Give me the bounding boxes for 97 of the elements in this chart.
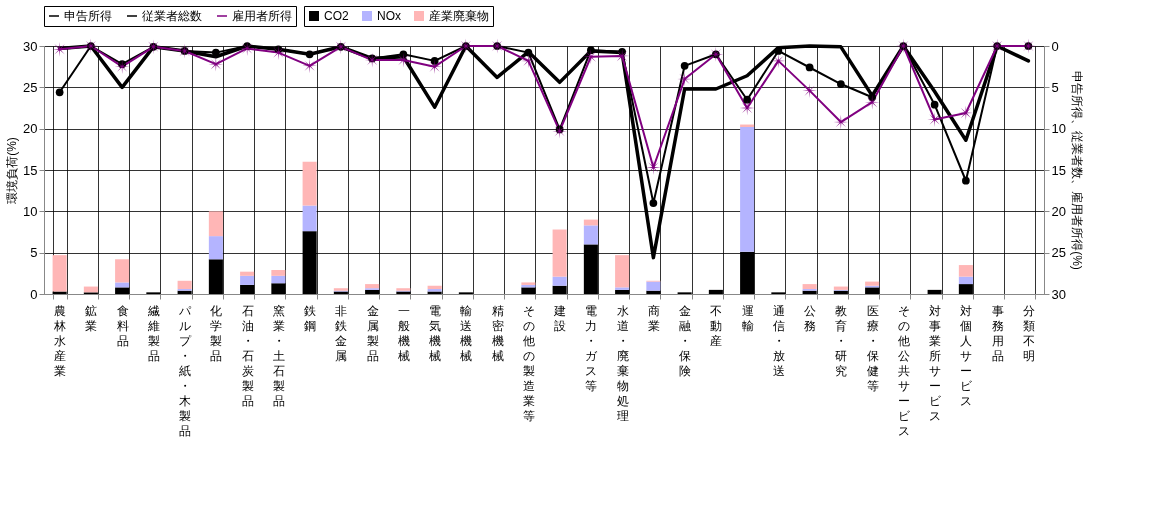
x-tick-label: 輸送機械 bbox=[460, 303, 473, 363]
point bbox=[743, 95, 751, 104]
x-tick-label: 鉄鋼 bbox=[304, 303, 317, 333]
y2-tick-label: 15 bbox=[1051, 162, 1066, 178]
point bbox=[430, 57, 439, 65]
bar bbox=[646, 281, 661, 291]
legend-label: 産業廃棄物 bbox=[429, 9, 489, 23]
bar bbox=[52, 255, 67, 292]
point bbox=[805, 63, 814, 72]
bar bbox=[115, 282, 130, 288]
x-tick-label: 不動産 bbox=[710, 303, 723, 348]
point bbox=[774, 47, 783, 55]
y-tick-label: 10 bbox=[23, 203, 38, 219]
point bbox=[399, 50, 408, 59]
y2-tick-label: 0 bbox=[1051, 38, 1059, 54]
bar bbox=[302, 205, 317, 232]
legend-label: CO2 bbox=[324, 9, 349, 23]
point bbox=[962, 176, 970, 185]
x-tick-label: 一般機械 bbox=[397, 303, 410, 363]
bar bbox=[740, 127, 755, 252]
bar bbox=[802, 284, 817, 290]
point bbox=[649, 199, 658, 207]
x-tick-label: 通信・放送 bbox=[772, 303, 785, 378]
bar bbox=[865, 281, 880, 286]
point bbox=[55, 88, 64, 97]
x-tick-label: 事務用品 bbox=[991, 303, 1004, 363]
category-label: パルプ・紙・木製品 bbox=[179, 303, 192, 438]
x-tick-label: 運輸 bbox=[741, 303, 754, 333]
y2-tick-label: 5 bbox=[1051, 79, 1059, 95]
y2-tick-label: 10 bbox=[1051, 121, 1066, 137]
x-tick-label: 対個人サービス bbox=[960, 303, 974, 408]
point bbox=[587, 46, 595, 54]
point bbox=[524, 48, 533, 57]
x-tick-label: 非鉄金属 bbox=[335, 303, 348, 363]
x-tick-label: 鉱業 bbox=[85, 303, 98, 333]
y-tick-label: 20 bbox=[23, 121, 38, 137]
bar bbox=[115, 259, 130, 283]
legend-label: 従業者総数 bbox=[142, 9, 202, 23]
x-tick-label: 医療・保健等 bbox=[866, 303, 879, 393]
bar bbox=[365, 284, 380, 289]
x-tick-label: 分類不明 bbox=[1022, 303, 1035, 363]
y2-tick-label: 20 bbox=[1051, 203, 1066, 219]
x-tick-label: 金融・保険 bbox=[679, 303, 692, 378]
legend-label: 申告所得 bbox=[64, 9, 112, 23]
x-tick-label: 繊維製品 bbox=[146, 303, 160, 363]
x-tick-label: 電力・ガス等 bbox=[585, 303, 599, 393]
x-tick-label: 農林水産業 bbox=[53, 303, 67, 378]
y-tick-label: 25 bbox=[23, 79, 38, 95]
x-tick-label: 化学製品 bbox=[210, 303, 223, 363]
bar bbox=[615, 255, 630, 288]
x-tick-label: 商業 bbox=[647, 303, 660, 333]
point bbox=[930, 100, 939, 109]
point bbox=[837, 80, 845, 88]
point bbox=[305, 50, 314, 59]
point bbox=[645, 160, 661, 175]
bar bbox=[177, 280, 192, 290]
y2-tick-label: 25 bbox=[1051, 245, 1066, 261]
bar bbox=[302, 161, 317, 206]
bar bbox=[958, 265, 973, 277]
bar bbox=[958, 276, 973, 285]
bar bbox=[240, 275, 255, 285]
x-tick-label: 窯業・土石製品 bbox=[272, 303, 285, 408]
bar bbox=[583, 225, 598, 245]
bar bbox=[271, 270, 286, 276]
x-tick-label: 石油・石炭製品 bbox=[241, 303, 254, 408]
x-tick-label: 教育・研究 bbox=[835, 303, 848, 378]
category-label: その他公共サービス bbox=[897, 303, 910, 438]
x-tick-label: 水道・廃棄物処理 bbox=[616, 303, 629, 423]
bar bbox=[208, 236, 223, 260]
point bbox=[868, 93, 876, 102]
bar bbox=[271, 275, 286, 284]
y-tick-label: 5 bbox=[30, 245, 38, 261]
x-tick-label: 建設 bbox=[553, 303, 567, 333]
x-tick-label: 食料品 bbox=[116, 303, 129, 348]
x-tick-label: 公務 bbox=[804, 303, 817, 333]
y2-axis-title: 申告所得、従業者数、雇用者所得(%) bbox=[1069, 71, 1084, 270]
bar bbox=[208, 211, 223, 237]
bar bbox=[240, 271, 255, 276]
y-tick-label: 30 bbox=[23, 38, 38, 54]
point bbox=[802, 83, 818, 99]
y2-tick-label: 30 bbox=[1051, 286, 1066, 302]
x-tick-label: 金属製品 bbox=[366, 303, 379, 363]
x-tick-label: 電気機械 bbox=[429, 303, 442, 363]
bar bbox=[552, 229, 567, 277]
point bbox=[680, 61, 689, 70]
y-tick-label: 0 bbox=[30, 286, 38, 302]
y-tick-label: 15 bbox=[23, 162, 38, 178]
y-axis-title: 環境負荷(%) bbox=[5, 137, 20, 204]
bar bbox=[615, 287, 630, 290]
bar bbox=[552, 276, 567, 286]
x-tick-label: 対事業所サービス bbox=[929, 303, 943, 423]
legend-label: NOx bbox=[377, 9, 401, 23]
point bbox=[927, 112, 943, 127]
x-tick-label: 精密機械 bbox=[491, 303, 504, 363]
legend-label: 雇用者所得 bbox=[232, 9, 292, 23]
point bbox=[270, 45, 286, 61]
x-tick-label: その他の製造業等 bbox=[522, 303, 535, 423]
